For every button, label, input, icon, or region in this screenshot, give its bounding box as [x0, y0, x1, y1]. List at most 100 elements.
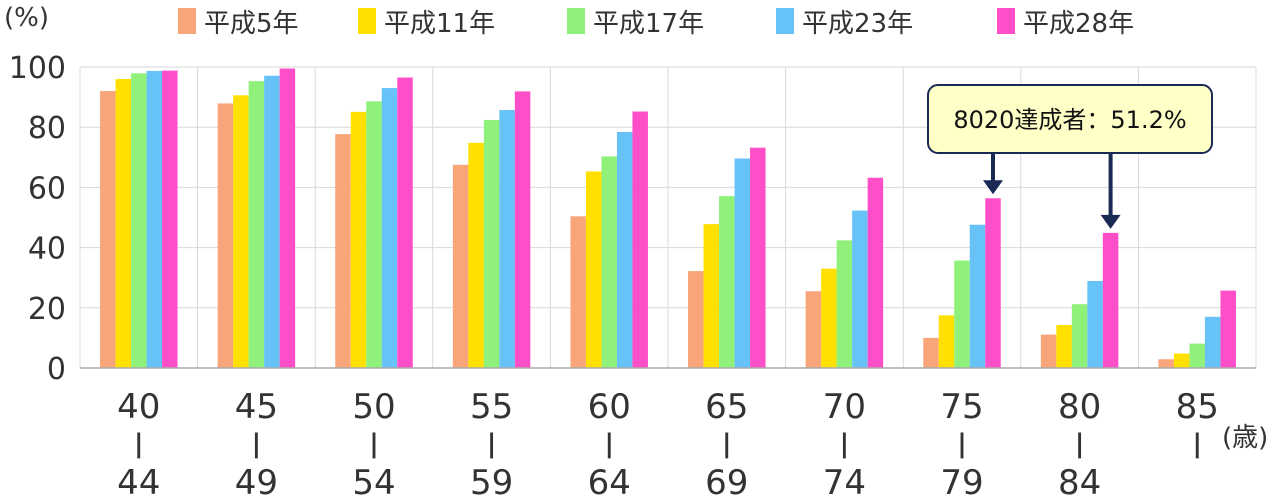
bar — [248, 81, 265, 368]
y-tick-label: 40 — [28, 232, 66, 267]
bar — [131, 73, 147, 369]
bar — [217, 103, 234, 369]
x-tick-label: 44 — [117, 463, 160, 498]
legend-label: 平成23年 — [802, 9, 913, 39]
annotation-text: 8020達成者：51.2% — [953, 106, 1186, 134]
x-tick-separator: | — [134, 429, 144, 459]
bar — [264, 75, 280, 368]
x-tick-separator: | — [1192, 429, 1202, 459]
x-tick-label: 59 — [470, 463, 513, 498]
x-tick-label: 75 — [940, 387, 983, 427]
x-unit-label: (歳) — [1222, 423, 1268, 453]
bar — [719, 196, 735, 368]
x-tick-label: 49 — [235, 463, 278, 498]
legend-label: 平成28年 — [1023, 9, 1134, 39]
legend-swatch — [358, 8, 376, 34]
x-tick-separator: | — [840, 429, 850, 459]
legend: 平成5年 平成11年 平成17年 平成23年 平成28年 — [178, 8, 1134, 39]
bar — [969, 224, 986, 368]
x-tick-label: 79 — [940, 463, 983, 498]
x-tick-separator: | — [369, 429, 379, 459]
x-tick-label: 70 — [823, 387, 866, 427]
x-tick-separator: | — [604, 429, 614, 459]
bar — [468, 142, 484, 368]
bars — [100, 68, 1236, 369]
legend-swatch — [776, 8, 794, 34]
bar — [1102, 232, 1119, 368]
bar — [821, 268, 837, 368]
x-tick-label: 84 — [1058, 463, 1101, 498]
bar — [499, 110, 515, 368]
bar — [1173, 353, 1190, 368]
bar — [703, 224, 720, 368]
bar — [100, 91, 116, 368]
bar — [867, 177, 884, 368]
bar — [1204, 316, 1221, 368]
y-tick-label: 100 — [9, 51, 66, 86]
axes: 02040608010040|4445|4950|5455|5960|6465|… — [9, 51, 1256, 498]
x-tick-label: 65 — [705, 387, 748, 427]
annotation-arrowhead — [1100, 214, 1121, 229]
x-tick-label: 69 — [705, 463, 748, 498]
bar — [366, 101, 382, 369]
bar — [750, 147, 766, 368]
bar — [570, 216, 586, 368]
bar — [452, 164, 469, 368]
bar — [1087, 281, 1103, 368]
x-tick-label: 74 — [823, 463, 866, 498]
bar — [1158, 359, 1174, 368]
bar — [938, 315, 955, 368]
legend-swatch — [567, 8, 585, 34]
y-tick-label: 20 — [28, 292, 66, 327]
bar — [954, 260, 970, 368]
x-tick-label: 80 — [1058, 387, 1101, 427]
bar — [483, 119, 500, 368]
bar — [1189, 343, 1205, 368]
legend-label: 平成11年 — [384, 9, 495, 39]
bar — [852, 210, 868, 368]
bar — [350, 111, 367, 368]
legend-swatch — [997, 8, 1015, 34]
bar — [146, 70, 163, 369]
bar — [632, 111, 648, 368]
bar — [514, 91, 531, 369]
bar — [397, 77, 413, 368]
legend-label: 平成5年 — [204, 9, 299, 39]
bar — [162, 70, 178, 368]
bar — [1040, 334, 1057, 368]
y-tick-label: 60 — [28, 171, 66, 206]
bar — [688, 271, 704, 368]
legend-label: 平成17年 — [593, 9, 704, 39]
x-tick-separator: | — [957, 429, 967, 459]
bar — [115, 79, 132, 368]
bar — [585, 171, 602, 368]
bar — [335, 134, 351, 368]
bar — [381, 88, 398, 368]
x-tick-label: 60 — [588, 387, 631, 427]
x-tick-label: 40 — [117, 387, 160, 427]
bar — [1056, 324, 1072, 368]
x-tick-label: 50 — [352, 387, 395, 427]
legend-swatch — [178, 8, 196, 34]
y-tick-label: 80 — [28, 111, 66, 146]
y-unit-label: (%) — [4, 3, 49, 33]
bar — [279, 68, 296, 368]
x-tick-label: 55 — [470, 387, 513, 427]
x-tick-separator: | — [1075, 429, 1085, 459]
x-tick-label: 85 — [1176, 387, 1219, 427]
x-tick-separator: | — [252, 429, 262, 459]
bar — [616, 132, 633, 368]
bar — [1071, 304, 1088, 368]
bar — [836, 240, 853, 368]
bar — [233, 95, 249, 368]
annotation-box — [927, 84, 1213, 154]
y-tick-label: 0 — [47, 352, 66, 387]
annotation: 8020達成者：51.2% — [927, 84, 1213, 229]
bar — [923, 337, 939, 368]
x-tick-label: 64 — [588, 463, 631, 498]
bar — [601, 156, 617, 368]
x-tick-label: 54 — [352, 463, 395, 498]
x-tick-separator: | — [487, 429, 497, 459]
bar — [734, 158, 751, 368]
